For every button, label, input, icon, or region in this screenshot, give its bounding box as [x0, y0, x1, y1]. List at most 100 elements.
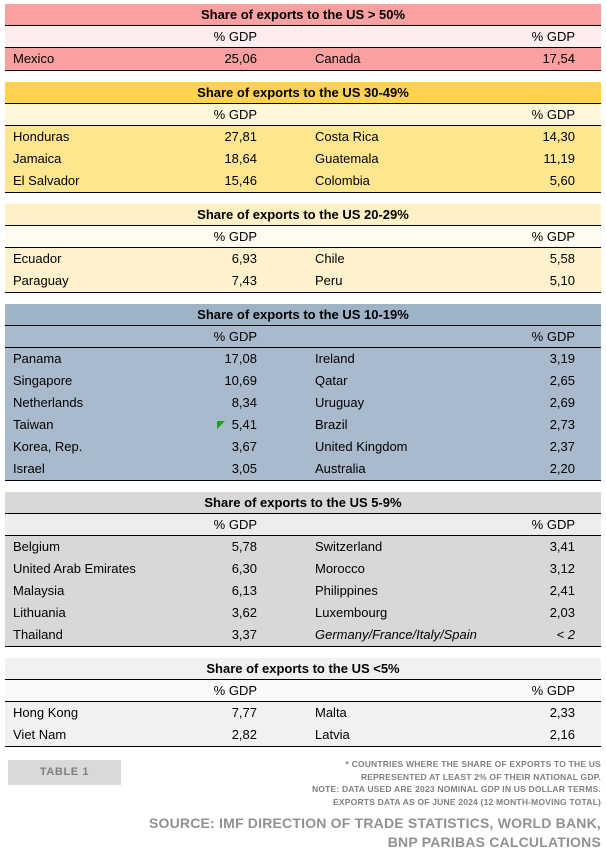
source-line: BNP PARIBAS CALCULATIONS	[387, 834, 601, 850]
value-left-text: 3,37	[231, 627, 257, 642]
section-rows: Honduras 27,81 Costa Rica 14,30 Jamaica …	[5, 126, 601, 192]
col-header-gdp-left: % GDP	[213, 29, 257, 44]
value-right: 5,60	[549, 173, 575, 188]
table-row: Hong Kong 7,77 Malta 2,33	[5, 702, 601, 724]
country-right: Uruguay	[315, 395, 365, 410]
value-left: 10,69	[198, 370, 257, 392]
country-left: Taiwan	[13, 417, 54, 432]
value-right: 2,20	[549, 461, 575, 476]
country-right: Luxembourg	[315, 605, 388, 620]
value-left: 15,46	[198, 170, 257, 192]
value-left: 3,05	[198, 458, 257, 480]
value-left-text: 5,78	[231, 539, 257, 554]
table-row: El Salvador 15,46 Colombia 5,60	[5, 170, 601, 192]
value-left: 5,41	[198, 414, 257, 436]
country-left: Belgium	[13, 539, 60, 554]
exports-section: Share of exports to the US <5% % GDP % G…	[5, 658, 601, 747]
value-left-text: 27,81	[224, 129, 257, 144]
source-attribution: SOURCE: IMF DIRECTION OF TRADE STATISTIC…	[8, 814, 601, 852]
table-row: Belgium 5,78 Switzerland 3,41	[5, 536, 601, 558]
country-right: Latvia	[315, 727, 350, 742]
source-line: SOURCE: IMF DIRECTION OF TRADE STATISTIC…	[148, 815, 601, 831]
section-title: Share of exports to the US 30-49%	[5, 82, 601, 104]
value-left-text: 17,08	[224, 351, 257, 366]
green-marker-icon	[216, 421, 225, 429]
value-left-text: 7,43	[231, 273, 257, 288]
country-left: Panama	[13, 351, 62, 366]
table-row: Malaysia 6,13 Philippines 2,41	[5, 580, 601, 602]
country-right: Malta	[315, 705, 347, 720]
country-left: United Arab Emirates	[13, 561, 136, 576]
country-right: Ireland	[315, 351, 355, 366]
table-row: Lithuania 3,62 Luxembourg 2,03	[5, 602, 601, 624]
table-row: Israel 3,05 Australia 2,20	[5, 458, 601, 480]
col-header-gdp-right: % GDP	[531, 107, 575, 122]
col-header-gdp-right: % GDP	[531, 517, 575, 532]
table-row: United Arab Emirates 6,30 Morocco 3,12	[5, 558, 601, 580]
country-right: United Kingdom	[315, 439, 408, 454]
value-right: 3,41	[549, 539, 575, 554]
value-right: 17,54	[542, 51, 575, 66]
table-row: Jamaica 18,64 Guatemala 11,19	[5, 148, 601, 170]
country-right: Canada	[315, 51, 361, 66]
value-left-text: 3,05	[231, 461, 257, 476]
country-right: Philippines	[315, 583, 378, 598]
country-right: Australia	[315, 461, 366, 476]
country-right: Morocco	[315, 561, 365, 576]
country-left: Ecuador	[13, 251, 62, 266]
table-row: Ecuador 6,93 Chile 5,58	[5, 248, 601, 270]
section-title: Share of exports to the US 20-29%	[5, 204, 601, 226]
col-header-gdp-left: % GDP	[213, 683, 257, 698]
column-header-row: % GDP % GDP	[5, 226, 601, 248]
country-left: Lithuania	[13, 605, 66, 620]
col-header-gdp-right: % GDP	[531, 683, 575, 698]
country-right: Chile	[315, 251, 345, 266]
country-right: Colombia	[315, 173, 370, 188]
value-right: 11,19	[543, 151, 575, 166]
exports-section: Share of exports to the US 5-9% % GDP % …	[5, 492, 601, 647]
section-rows: Mexico 25,06 Canada 17,54	[5, 48, 601, 70]
country-right: Guatemala	[315, 151, 379, 166]
country-right: Germany/France/Italy/Spain	[315, 627, 477, 642]
country-left: Singapore	[13, 373, 73, 388]
section-title: Share of exports to the US > 50%	[5, 4, 601, 26]
value-right: 2,03	[549, 605, 575, 620]
value-left: 6,93	[198, 248, 257, 270]
value-right: 5,58	[549, 251, 575, 266]
col-header-gdp-right: % GDP	[531, 229, 575, 244]
value-left-text: 15,46	[224, 173, 257, 188]
exports-section: Share of exports to the US 10-19% % GDP …	[5, 304, 601, 481]
col-header-gdp-left: % GDP	[213, 229, 257, 244]
value-left-text: 6,13	[231, 583, 257, 598]
value-left: 18,64	[198, 148, 257, 170]
exports-section: Share of exports to the US 20-29% % GDP …	[5, 204, 601, 293]
footnote-line: REPRESENTED AT LEAST 2% OF THEIR NATIONA…	[360, 771, 601, 782]
country-left: Thailand	[13, 627, 63, 642]
table-row: Panama 17,08 Ireland 3,19	[5, 348, 601, 370]
country-left: Honduras	[13, 129, 70, 144]
value-left-text: 5,41	[231, 417, 257, 432]
table-row: Viet Nam 2,82 Latvia 2,16	[5, 724, 601, 746]
country-left: Jamaica	[13, 151, 62, 166]
country-left: Netherlands	[13, 395, 84, 410]
value-right: 3,12	[549, 561, 575, 576]
value-left: 3,37	[198, 624, 257, 646]
country-left: Paraguay	[13, 273, 69, 288]
value-left: 3,62	[198, 602, 257, 624]
value-right: < 2	[556, 627, 575, 642]
exports-section: Share of exports to the US 30-49% % GDP …	[5, 82, 601, 193]
value-right: 2,33	[549, 705, 575, 720]
country-right: Costa Rica	[315, 129, 379, 144]
value-left-text: 6,30	[231, 561, 257, 576]
table-row: Netherlands 8,34 Uruguay 2,69	[5, 392, 601, 414]
exports-table: Share of exports to the US > 50% % GDP %…	[5, 4, 601, 747]
table-row: Mexico 25,06 Canada 17,54	[5, 48, 601, 70]
value-right: 2,73	[549, 417, 575, 432]
value-right: 14,30	[542, 129, 575, 144]
col-header-gdp-right: % GDP	[531, 29, 575, 44]
section-rows: Panama 17,08 Ireland 3,19 Singapore 10,6…	[5, 348, 601, 480]
country-left: Mexico	[13, 51, 55, 66]
value-left: 25,06	[198, 48, 257, 70]
column-header-row: % GDP % GDP	[5, 26, 601, 48]
table-row: Paraguay 7,43 Peru 5,10	[5, 270, 601, 292]
